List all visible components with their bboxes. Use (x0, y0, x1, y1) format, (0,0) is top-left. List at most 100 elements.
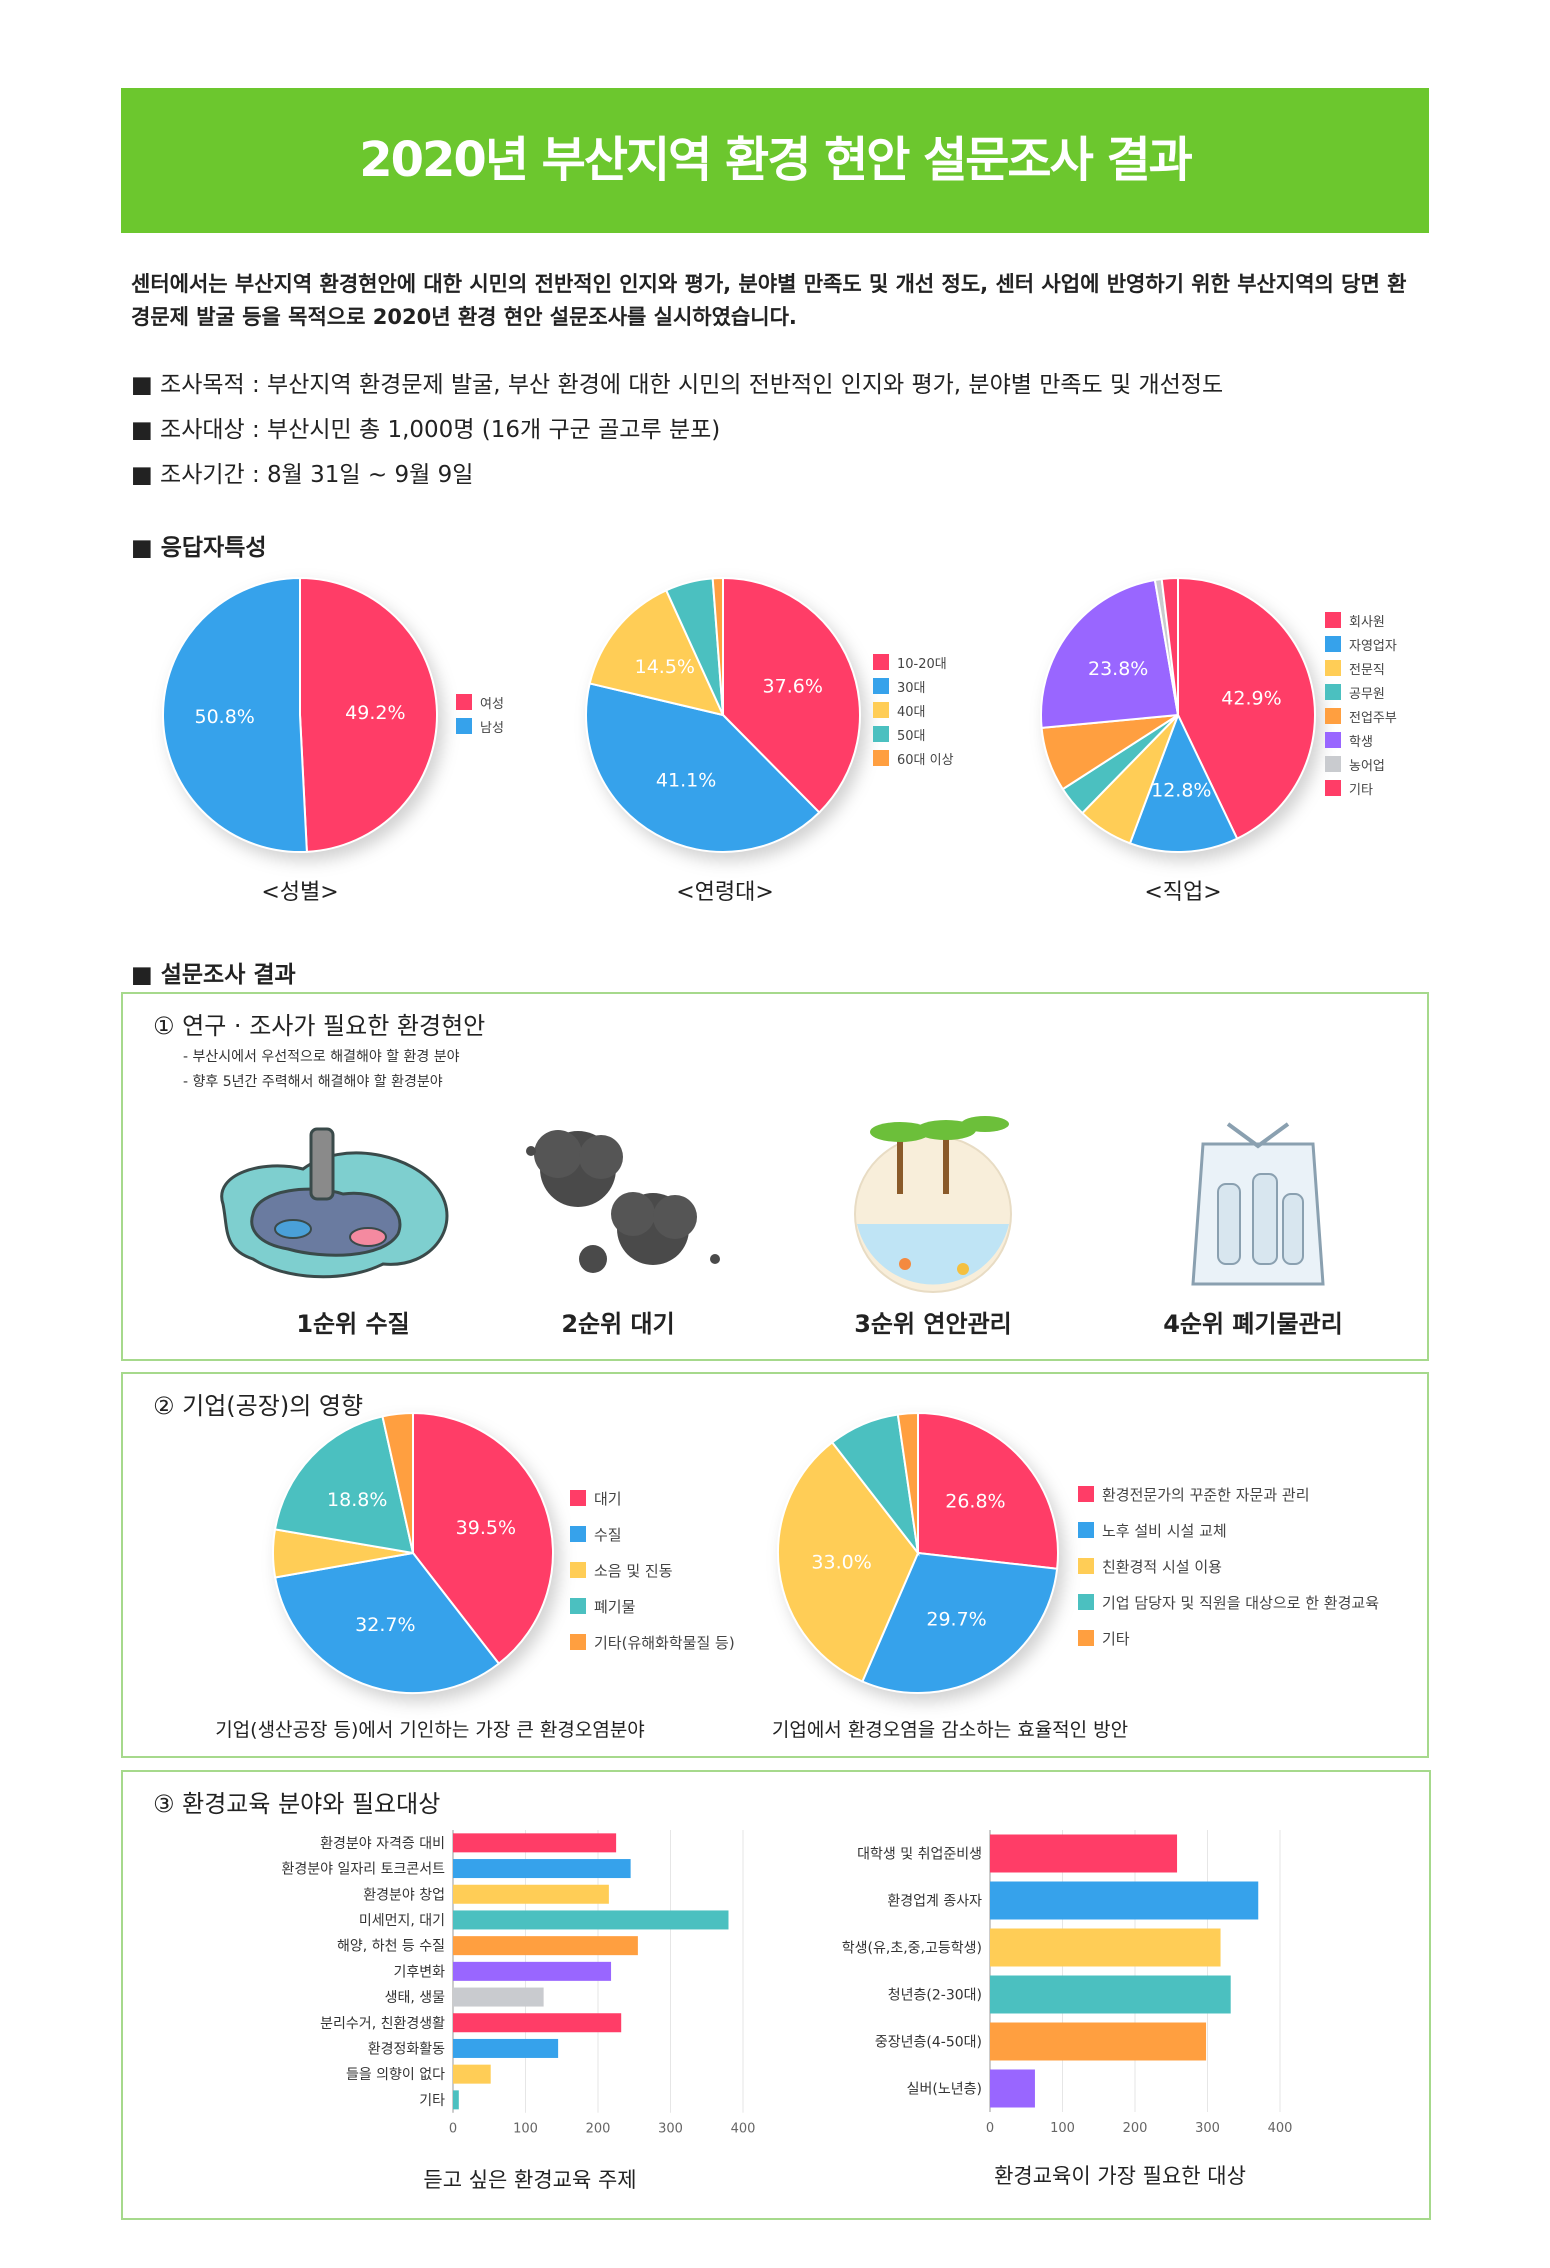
bar-5-category-7: 분리수거, 친환경생활 (320, 2016, 445, 2032)
legend-1-item-1: 30대 (873, 674, 954, 698)
pie-2-slice-0 (1177, 576, 1316, 840)
pie-0-slice-0 (299, 576, 438, 853)
legend-swatch (1325, 732, 1341, 748)
section-3-title: ③ 환경교육 분야와 필요대상 (153, 1790, 441, 1818)
bar-6-bar-3 (990, 1975, 1231, 2014)
legend-swatch (1325, 708, 1341, 724)
respondent-heading: ■ 응답자특성 (131, 535, 267, 561)
reduction-method-legend: 환경전문가의 꾸준한 자문과 관리 노후 설비 시설 교체 친환경적 시설 이용 기업… (1078, 1476, 1379, 1656)
pie-4-slice-0 (917, 1411, 1059, 1570)
legend-swatch (1325, 684, 1341, 700)
pie-0-label-0: 49.2% (345, 702, 405, 724)
legend-swatch (1325, 636, 1341, 652)
legend-label: 학생 (1349, 734, 1373, 750)
legend-1-item-3: 50대 (873, 722, 954, 746)
bar-6-category-4: 중장년층(4-50대) (875, 2035, 982, 2051)
pie-3-slice-1 (274, 1551, 501, 1694)
legend-swatch (1325, 756, 1341, 772)
pie-2-label-5: 23.8% (1088, 658, 1148, 680)
bar-5-category-1: 환경분야 일자리 토크콘서트 (282, 1862, 446, 1878)
legend-2-item-6: 농어업 (1325, 752, 1397, 776)
pollution-source-legend: 대기 수질 소음 및 진동 폐기물 기타(유해화학물질 등) (570, 1480, 735, 1660)
job-caption: <직업> (1144, 880, 1222, 905)
legend-swatch (1325, 612, 1341, 628)
legend-swatch (456, 694, 472, 710)
legend-1-item-2: 40대 (873, 698, 954, 722)
coastal-island-icon (854, 1116, 1012, 1293)
legend-3-item-2: 소음 및 진동 (570, 1552, 735, 1588)
legend-swatch (570, 1634, 586, 1650)
legend-1-item-0: 10-20대 (873, 650, 954, 674)
pie-0-slice-1 (162, 576, 308, 853)
legend-4-item-4: 기타 (1078, 1620, 1379, 1656)
air-pollution-icon (526, 1130, 720, 1273)
page-title: 2020년 부산지역 환경 현안 설문조사 결과 (359, 132, 1193, 188)
legend-label: 기타 (1102, 1629, 1130, 1648)
water-pollution-icon (220, 1127, 449, 1279)
pie-1-slice-1 (585, 682, 821, 853)
legend-swatch (570, 1490, 586, 1506)
legend-3-item-3: 폐기물 (570, 1588, 735, 1624)
bar-5-xtick-0: 0 (449, 2122, 457, 2137)
age-caption: <연령대> (676, 880, 774, 905)
legend-4-item-2: 친환경적 시설 이용 (1078, 1548, 1379, 1584)
bar-5-xtick-4: 400 (731, 2122, 756, 2137)
pie-0-label-1: 50.8% (194, 706, 254, 728)
section-1-box: ① 연구 · 조사가 필요한 환경현안 - 부산시에서 우선적으로 해결해야 할… (121, 992, 1429, 1361)
legend-label: 남성 (480, 720, 504, 736)
legend-2-item-4: 전업주부 (1325, 704, 1397, 728)
pie-1-slice-0 (722, 576, 861, 814)
pie-4-slice-1 (861, 1551, 1059, 1694)
section-1-title: ① 연구 · 조사가 필요한 환경현안 (153, 1012, 486, 1040)
legend-2-item-3: 공무원 (1325, 680, 1397, 704)
legend-2-item-7: 기타 (1325, 776, 1397, 800)
legend-0-item-1: 남성 (456, 714, 504, 738)
bar-6-category-3: 청년층(2-30대) (888, 1988, 982, 2004)
bar-6-bar-2 (990, 1928, 1221, 1967)
intro-text: 센터에서는 부산지역 환경현안에 대한 시민의 전반적인 인지와 평가, 분야별… (131, 272, 1407, 329)
pie-4-slice-4 (896, 1411, 919, 1554)
legend-label: 대기 (594, 1489, 622, 1508)
pie-2-slice-7 (1160, 576, 1179, 716)
section-1-note-1: - 부산시에서 우선적으로 해결해야 할 환경 분야 (183, 1049, 460, 1065)
legend-label: 공무원 (1349, 686, 1385, 702)
bar-6-xtick-1: 100 (1050, 2121, 1075, 2136)
legend-swatch (456, 718, 472, 734)
bar-6-xtick-4: 400 (1268, 2121, 1293, 2136)
bar-5-bar-6 (453, 1987, 544, 2007)
bar-5-category-5: 기후변화 (393, 1964, 445, 1980)
pie-2-slice-1 (1128, 712, 1239, 853)
target-bullet: ■ 조사대상 : 부산시민 총 1,000명 (16개 구군 골고루 분포) (131, 417, 721, 443)
pie-1-label-0: 37.6% (763, 675, 823, 697)
legend-3-item-0: 대기 (570, 1480, 735, 1516)
bar-5-bar-7 (453, 2013, 622, 2033)
bar-5-bar-9 (453, 2064, 491, 2084)
legend-label: 농어업 (1349, 758, 1385, 774)
pie-2-label-0: 42.9% (1221, 687, 1281, 709)
target-caption: 환경교육이 가장 필요한 대상 (994, 2164, 1246, 2188)
legend-label: 자영업자 (1349, 638, 1397, 654)
legend-label: 30대 (897, 680, 926, 696)
legend-swatch (570, 1562, 586, 1578)
legend-2-item-1: 자영업자 (1325, 632, 1397, 656)
title-banner: 2020년 부산지역 환경 현안 설문조사 결과 (121, 88, 1429, 233)
bar-6-bar-1 (990, 1881, 1259, 1920)
bar-5-category-4: 해양, 하천 등 수질 (337, 1939, 445, 1955)
bar-5-category-2: 환경분야 창업 (363, 1887, 445, 1903)
bar-5-bar-10 (453, 2090, 459, 2110)
job-pie: 42.9% 12.8% 23.8% (1040, 576, 1316, 853)
legend-label: 기타(유해화학물질 등) (594, 1633, 735, 1652)
bar-6-category-1: 환경업계 종사자 (887, 1894, 982, 1910)
period-bullet: ■ 조사기간 : 8월 31일 ~ 9월 9일 (131, 462, 474, 488)
legend-swatch (570, 1598, 586, 1614)
age-pie: 37.6% 41.1% 14.5% (585, 576, 861, 853)
plastic-waste-icon (1191, 1122, 1325, 1286)
bar-5-category-8: 환경정화활동 (368, 2041, 445, 2057)
pie-1-label-1: 41.1% (656, 770, 716, 792)
rank-4-label: 4순위 폐기물관리 (1163, 1310, 1343, 1338)
gender-pie: 49.2% 50.8% (162, 576, 438, 853)
bar-5-xtick-2: 200 (586, 2122, 611, 2137)
legend-4-item-3: 기업 담당자 및 직원을 대상으로 한 환경교육 (1078, 1584, 1379, 1620)
legend-3-item-4: 기타(유해화학물질 등) (570, 1624, 735, 1660)
